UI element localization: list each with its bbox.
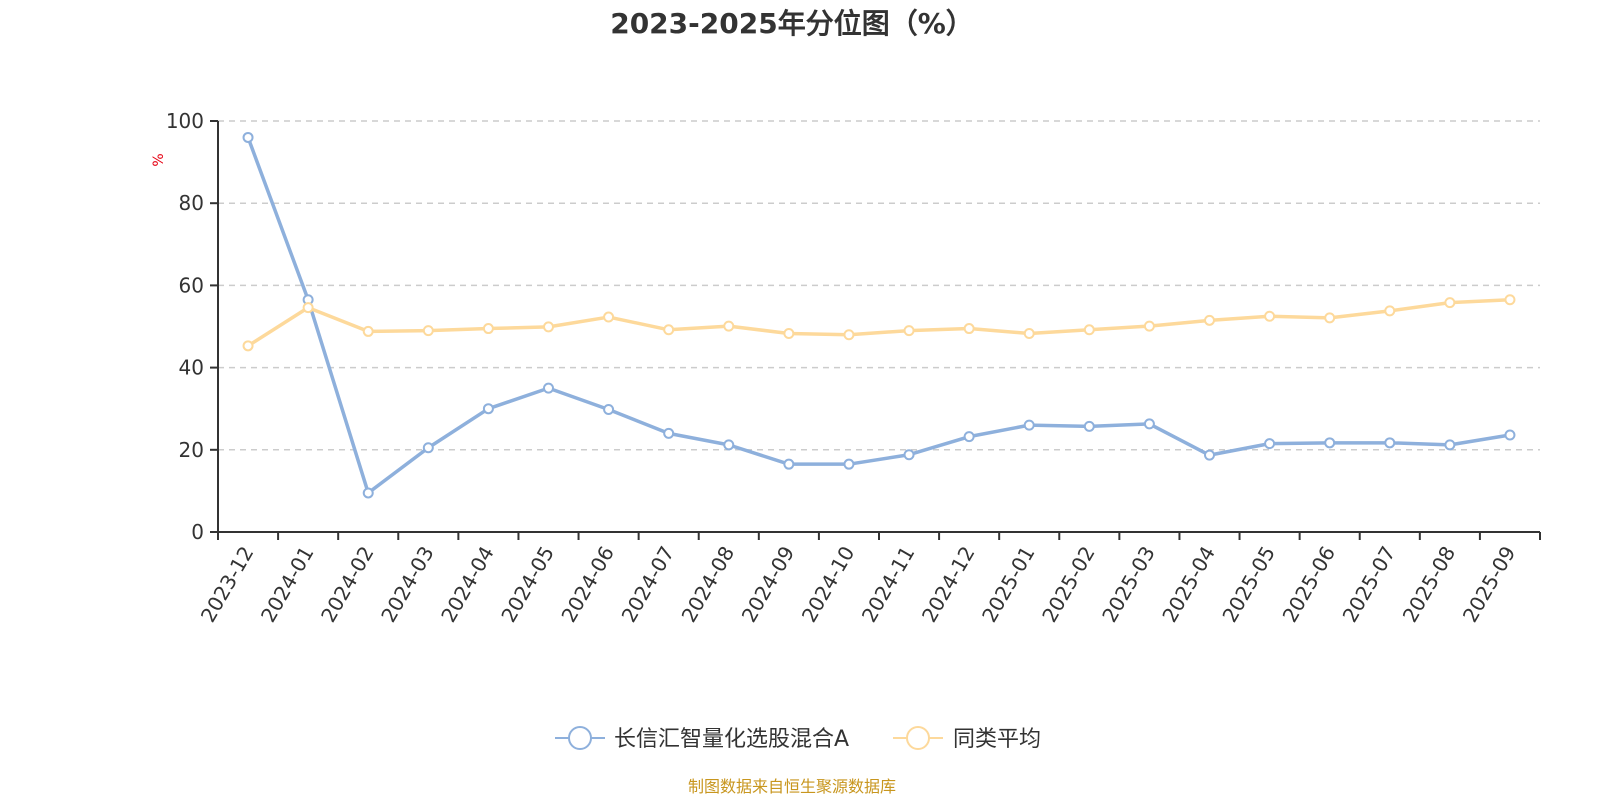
- data-point: [482, 403, 494, 415]
- data-point: [1444, 297, 1456, 309]
- x-tick-label: 2024-12: [917, 542, 980, 626]
- x-tick-label: 2024-07: [617, 542, 680, 626]
- data-point: [482, 323, 494, 335]
- data-point: [663, 427, 675, 439]
- x-tick-label: 2024-03: [376, 542, 439, 626]
- data-point: [362, 325, 374, 337]
- x-tick-label: 2024-05: [496, 542, 559, 626]
- data-point: [1143, 418, 1155, 430]
- legend-label: 同类平均: [953, 727, 1041, 752]
- x-tick-label: 2024-08: [677, 542, 740, 626]
- data-point: [963, 323, 975, 335]
- x-tick-label: 2024-11: [857, 542, 920, 626]
- data-point: [422, 442, 434, 454]
- x-tick-label: 2025-07: [1338, 542, 1401, 626]
- data-point: [242, 340, 254, 352]
- x-tick-label: 2024-06: [556, 542, 619, 626]
- data-point: [1083, 324, 1095, 336]
- x-tick-labels: 2023-122024-012024-022024-032024-042024-…: [196, 532, 1541, 626]
- data-point: [1264, 438, 1276, 450]
- y-tick-label: 0: [191, 520, 204, 544]
- data-point: [422, 325, 434, 337]
- data-point: [242, 131, 254, 143]
- series-lines: [242, 131, 1516, 499]
- x-tick-label: 2024-01: [256, 542, 319, 626]
- source-note: 制图数据来自恒生聚源数据库: [688, 777, 896, 796]
- x-tick-label: 2024-09: [737, 542, 800, 626]
- series-line: [247, 298, 1511, 348]
- data-point: [783, 327, 795, 339]
- x-tick-label: 2025-09: [1458, 542, 1521, 626]
- data-point: [663, 324, 675, 336]
- legend-item: 长信汇智量化选股混合A: [555, 726, 849, 752]
- y-tick-label: 20: [179, 438, 204, 462]
- data-point: [603, 311, 615, 323]
- y-axis-label: %: [151, 153, 167, 166]
- data-point: [1083, 420, 1095, 432]
- data-point: [543, 321, 554, 333]
- x-tick-label: 2023-12: [196, 542, 259, 626]
- legend-label: 长信汇智量化选股混合A: [614, 727, 849, 752]
- data-point: [1384, 437, 1396, 449]
- data-point: [1264, 310, 1276, 322]
- x-tick-label: 2024-02: [316, 542, 379, 626]
- legend: 长信汇智量化选股混合A 同类平均: [555, 726, 1041, 752]
- x-tick-label: 2025-04: [1157, 542, 1220, 626]
- x-tick-label: 2025-08: [1398, 542, 1461, 626]
- chart-title: 2023-2025年分位图（%）: [610, 7, 974, 40]
- x-tick-label: 2024-04: [436, 542, 499, 626]
- x-tick-label: 2025-01: [977, 542, 1040, 626]
- data-point: [1023, 327, 1035, 339]
- data-point: [1504, 294, 1516, 306]
- data-point: [843, 458, 855, 470]
- data-point: [362, 487, 374, 499]
- data-point: [302, 302, 314, 314]
- data-point: [1444, 439, 1456, 451]
- y-tick-label: 40: [179, 356, 204, 380]
- y-tick-label: 80: [179, 191, 204, 215]
- data-point: [603, 404, 615, 416]
- x-tick-label: 2025-05: [1217, 542, 1280, 626]
- data-point: [1324, 437, 1336, 449]
- data-point: [723, 320, 735, 332]
- axes: [217, 121, 1540, 533]
- y-tick-label: 60: [179, 273, 204, 297]
- series-2: [242, 294, 1516, 352]
- legend-marker: [906, 726, 930, 750]
- data-point: [903, 449, 915, 461]
- data-point: [1504, 429, 1516, 441]
- data-point: [1324, 312, 1336, 324]
- data-point: [963, 431, 975, 443]
- data-point: [843, 329, 855, 341]
- data-point: [1204, 449, 1215, 461]
- data-point: [903, 325, 915, 337]
- series-1: [242, 131, 1516, 499]
- x-tick-label: 2025-06: [1278, 542, 1341, 626]
- data-point: [1143, 320, 1155, 332]
- x-tick-label: 2025-02: [1037, 542, 1100, 626]
- y-tick-label: 100: [166, 109, 204, 133]
- x-tick-label: 2025-03: [1097, 542, 1160, 626]
- y-tick-labels: 0 20 40 60 80 100: [166, 109, 218, 544]
- data-point: [723, 439, 735, 451]
- data-point: [1204, 314, 1215, 326]
- data-point: [1384, 305, 1396, 317]
- data-point: [543, 382, 554, 394]
- grid-lines: [218, 120, 1540, 451]
- legend-item: 同类平均: [893, 726, 1041, 752]
- data-point: [783, 458, 795, 470]
- data-point: [1023, 419, 1035, 431]
- x-tick-label: 2024-10: [797, 542, 860, 626]
- legend-marker: [568, 726, 592, 750]
- series-line: [246, 136, 1511, 495]
